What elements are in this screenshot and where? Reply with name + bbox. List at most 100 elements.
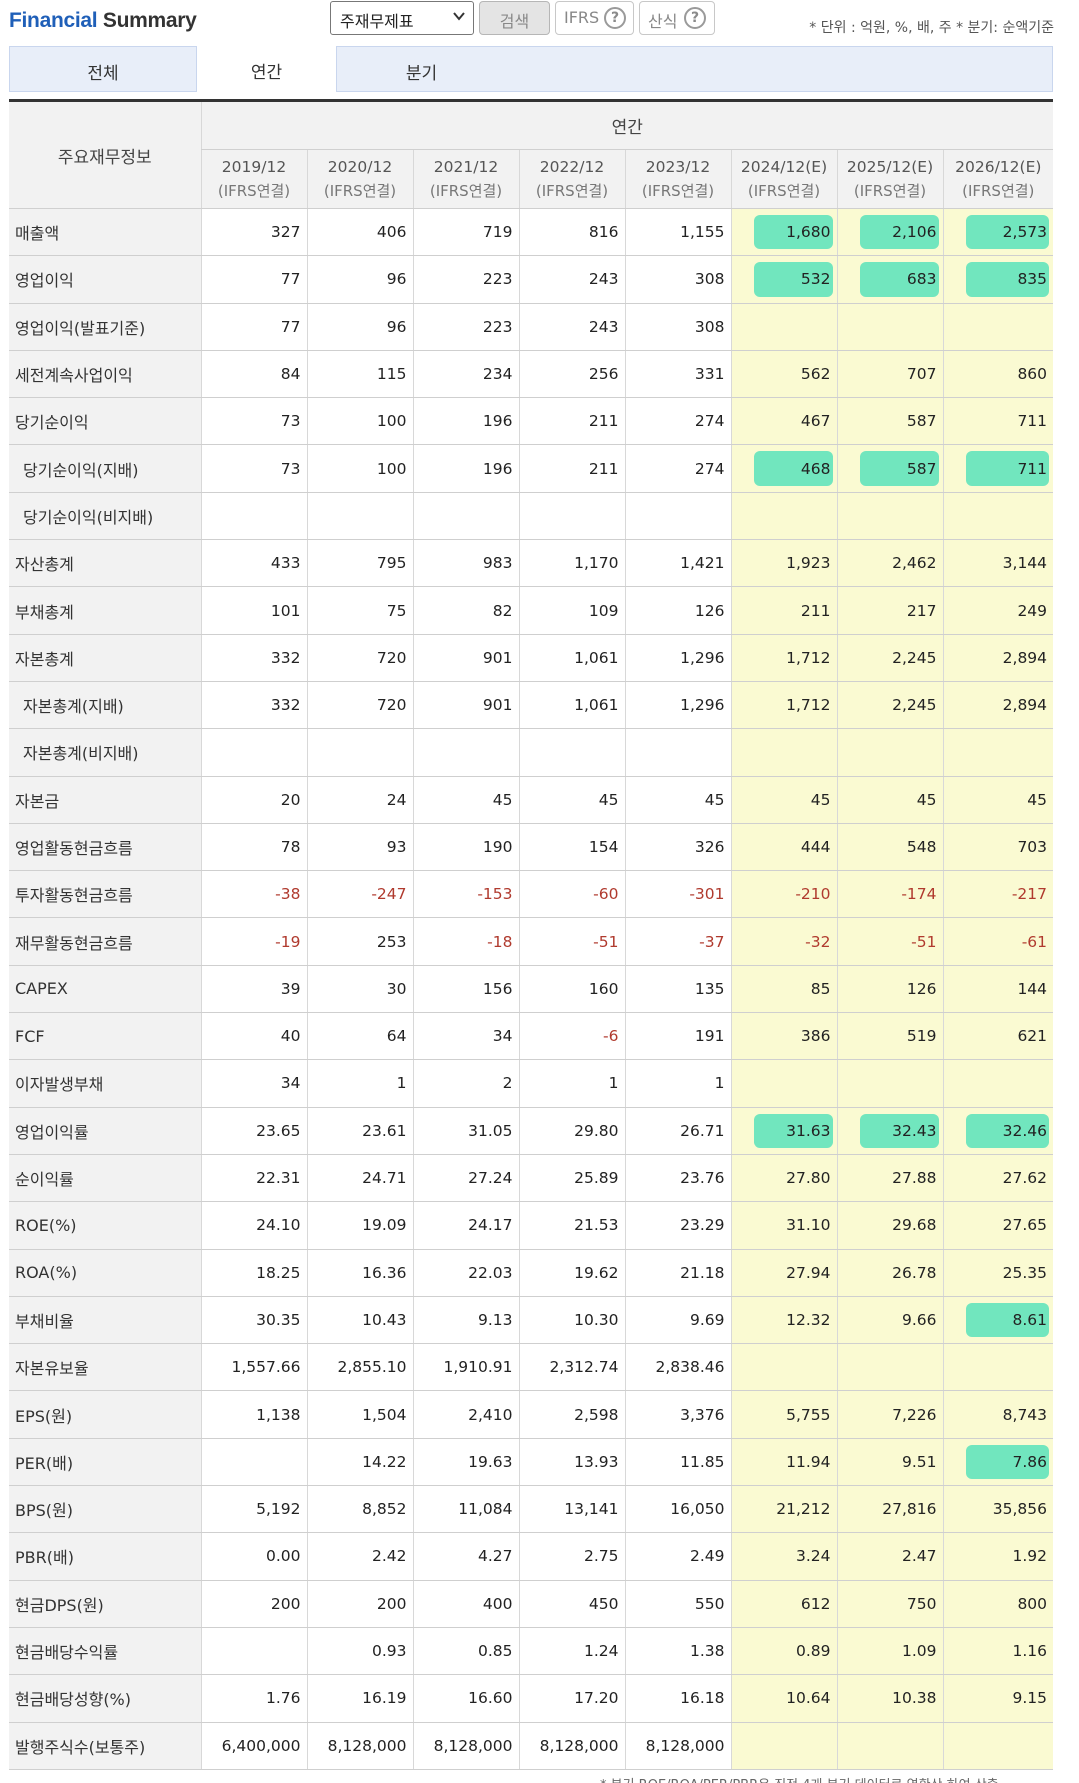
- table-cell: 983: [412, 539, 519, 588]
- cell-value: 200: [376, 1594, 407, 1613]
- cell-value: 30: [386, 979, 407, 998]
- table-cell: 19.09: [306, 1201, 413, 1250]
- cell-value: 8,743: [1002, 1405, 1048, 1424]
- table-cell: 5,755: [730, 1390, 837, 1439]
- table-cell: 243: [518, 255, 625, 304]
- row-label[interactable]: CAPEX: [9, 965, 201, 1014]
- cell-value: 326: [694, 838, 725, 856]
- cell-value: 2,855.10: [337, 1358, 407, 1377]
- formula-button[interactable]: 산식 ?: [639, 1, 715, 35]
- row-label[interactable]: FCF: [9, 1012, 201, 1061]
- row-label[interactable]: 영업이익률: [9, 1107, 201, 1155]
- table-cell: 154: [518, 823, 625, 872]
- table-cell: 1,170: [518, 539, 625, 588]
- table-row: 이자발생부채 34 1 2 1 1: [9, 1059, 1054, 1108]
- help-icon[interactable]: ?: [684, 7, 706, 29]
- tab-quarterly[interactable]: 분기: [405, 64, 438, 84]
- cell-value: 211: [588, 412, 619, 431]
- row-label[interactable]: 당기순이익(지배): [9, 444, 201, 493]
- cell-value: 27.62: [1002, 1169, 1048, 1188]
- cell-value: 77: [280, 317, 301, 336]
- cell-value: 64: [386, 1027, 407, 1046]
- row-label[interactable]: PER(배): [9, 1438, 201, 1487]
- help-icon[interactable]: ?: [604, 7, 626, 29]
- table-cell: 115: [306, 350, 413, 399]
- cell-value: 196: [482, 412, 513, 431]
- tab-all[interactable]: 전체: [87, 64, 119, 84]
- row-label[interactable]: 당기순이익: [9, 397, 201, 446]
- highlighter-mark: [753, 215, 833, 250]
- table-cell: 126: [836, 965, 943, 1014]
- cell-value: 24: [386, 790, 407, 809]
- row-label[interactable]: 자본총계: [9, 634, 201, 682]
- table-cell: 18.25: [200, 1249, 307, 1297]
- row-label[interactable]: BPS(원): [9, 1485, 201, 1534]
- cell-value: 243: [588, 317, 619, 336]
- row-label[interactable]: 영업활동현금흐름: [9, 823, 201, 872]
- table-cell: -217: [942, 870, 1054, 919]
- row-label[interactable]: 자본총계(비지배): [9, 728, 201, 777]
- table-cell: [942, 1722, 1054, 1770]
- cell-value: 562: [800, 365, 831, 384]
- table-cell: 21.18: [624, 1249, 731, 1297]
- row-label[interactable]: 현금배당성향(%): [9, 1674, 201, 1723]
- row-label[interactable]: PBR(배): [9, 1532, 201, 1581]
- table-cell: -51: [518, 917, 625, 966]
- cell-value: 160: [588, 979, 619, 998]
- table-cell: [306, 728, 413, 777]
- cell-value: 22.31: [256, 1169, 301, 1188]
- cell-value: -60: [593, 885, 619, 904]
- cell-value: 1,504: [362, 1405, 407, 1424]
- table-cell: 467: [730, 397, 837, 446]
- cell-value: 21,212: [776, 1500, 831, 1519]
- cell-value: 34: [280, 1074, 301, 1093]
- table-cell: 34: [200, 1059, 307, 1108]
- table-cell: [200, 1627, 307, 1676]
- table-cell: 30: [306, 965, 413, 1014]
- cell-value: 468: [800, 459, 831, 478]
- row-label[interactable]: 영업이익: [9, 255, 201, 304]
- cell-value: 223: [482, 317, 513, 336]
- tab-annual[interactable]: 연간: [196, 46, 337, 92]
- cell-value: 2,245: [892, 648, 937, 667]
- statement-type-value: 주재무제표: [340, 12, 414, 31]
- row-label[interactable]: 부채비율: [9, 1296, 201, 1345]
- row-label[interactable]: 당기순이익(비지배): [9, 492, 201, 541]
- table-row: 자본총계(지배) 332 720 901 1,061 1,296 1,712 2,245 2,8…: [9, 681, 1054, 730]
- table-cell: 2,312.74: [518, 1343, 625, 1392]
- cell-value: 1: [714, 1074, 725, 1093]
- row-label[interactable]: 이자발생부채: [9, 1059, 201, 1108]
- cell-value: 16.60: [468, 1689, 513, 1708]
- row-label[interactable]: 자본유보율: [9, 1343, 201, 1392]
- row-label[interactable]: 현금DPS(원): [9, 1580, 201, 1628]
- statement-type-select[interactable]: 주재무제표: [330, 1, 474, 35]
- row-label[interactable]: 자본금: [9, 776, 201, 824]
- cell-value: 274: [694, 459, 725, 478]
- row-label[interactable]: 세전계속사업이익: [9, 350, 201, 399]
- table-cell: -247: [306, 870, 413, 919]
- row-label[interactable]: 순이익률: [9, 1154, 201, 1203]
- row-label[interactable]: EPS(원): [9, 1390, 201, 1439]
- row-label[interactable]: 자본총계(지배): [9, 681, 201, 730]
- row-label[interactable]: ROA(%): [9, 1249, 201, 1297]
- table-cell: 795: [306, 539, 413, 588]
- ifrs-button[interactable]: IFRS ?: [555, 1, 634, 35]
- table-cell: 720: [306, 681, 413, 730]
- row-label[interactable]: 자산총계: [9, 539, 201, 588]
- row-label[interactable]: ROE(%): [9, 1201, 201, 1250]
- search-button[interactable]: 검색: [479, 1, 550, 35]
- table-cell: 711: [942, 444, 1054, 493]
- row-label[interactable]: 영업이익(발표기준): [9, 303, 201, 351]
- table-row: 자본총계 332 720 901 1,061 1,296 1,712 2,245 2,894: [9, 634, 1054, 682]
- year-header: 2025/12(E) (IFRS연결): [836, 149, 943, 209]
- row-label[interactable]: 부채총계: [9, 586, 201, 635]
- row-label[interactable]: 현금배당수익률: [9, 1627, 201, 1676]
- row-label[interactable]: 재무활동현금흐름: [9, 917, 201, 966]
- table-cell: 40: [200, 1012, 307, 1061]
- row-label[interactable]: 투자활동현금흐름: [9, 870, 201, 919]
- table-cell: 2,894: [942, 634, 1054, 682]
- cell-value: 5,192: [256, 1500, 301, 1519]
- row-label[interactable]: 매출액: [9, 208, 201, 257]
- table-cell: 23.65: [200, 1107, 307, 1155]
- row-label[interactable]: 발행주식수(보통주): [9, 1722, 201, 1770]
